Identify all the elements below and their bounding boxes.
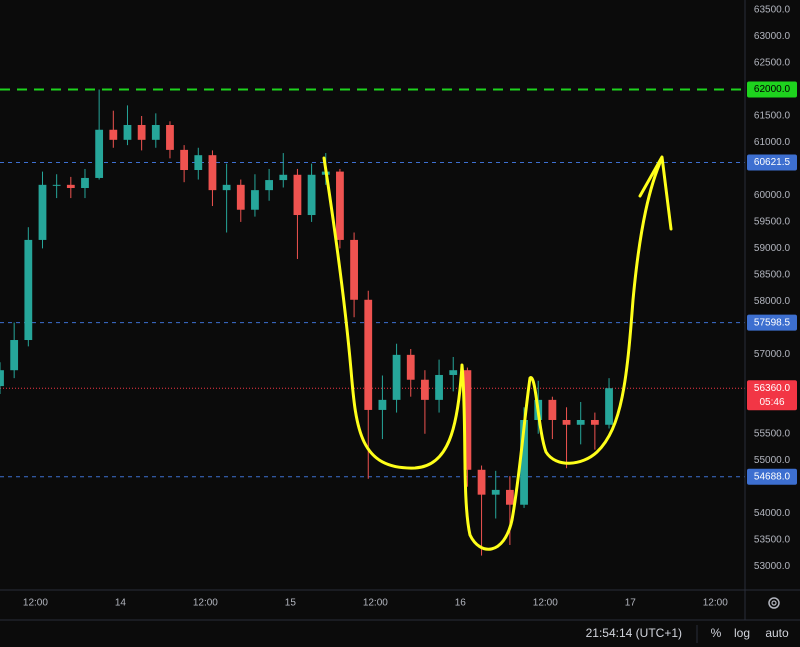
- candle-body: [491, 489, 500, 495]
- candle-body: [123, 124, 132, 140]
- x-tick-label: 12:00: [363, 598, 388, 609]
- candle-body: [279, 174, 288, 181]
- clock: 21:54:14 (UTC+1): [586, 626, 682, 640]
- candle-body: [151, 124, 160, 140]
- level-label-bg: [747, 314, 797, 331]
- candle-body: [95, 129, 104, 178]
- candle-body: [38, 184, 47, 240]
- candle-body: [449, 370, 458, 375]
- y-tick-label: 59500.0: [754, 217, 791, 228]
- y-tick-label: 63000.0: [754, 31, 791, 42]
- x-tick-label: 12:00: [193, 598, 218, 609]
- candle-body: [605, 388, 613, 425]
- candle-body: [0, 370, 4, 387]
- x-tick-label: 12:00: [23, 598, 48, 609]
- x-tick-label: 15: [285, 598, 297, 609]
- candle-body: [222, 184, 231, 191]
- candle-body: [66, 184, 75, 189]
- y-tick-label: 53500.0: [754, 534, 791, 545]
- log-button[interactable]: log: [734, 626, 750, 640]
- candle-body: [421, 379, 429, 400]
- gear-hole[interactable]: [771, 600, 777, 606]
- candle-body: [52, 184, 61, 186]
- candle-body: [336, 171, 344, 240]
- y-tick-label: 59000.0: [754, 243, 791, 254]
- candle-body: [435, 374, 443, 400]
- candle-body: [208, 155, 217, 191]
- y-tick-label: 61000.0: [754, 137, 791, 148]
- candle-body: [265, 180, 274, 191]
- candle-body: [180, 149, 189, 171]
- settings-icon[interactable]: [768, 597, 780, 609]
- y-tick-label: 58500.0: [754, 270, 791, 281]
- y-tick-label: 63500.0: [754, 5, 791, 16]
- candle-body: [463, 370, 472, 470]
- candle-body: [576, 419, 585, 425]
- x-tick-label: 12:00: [533, 598, 558, 609]
- y-tick-label: 60000.0: [754, 190, 791, 201]
- candle-body: [378, 399, 387, 410]
- last-price-label: 56360.0: [754, 383, 791, 394]
- candle-body: [293, 174, 302, 216]
- candle-body: [406, 354, 415, 380]
- candle-body: [10, 340, 19, 371]
- y-tick-label: 55000.0: [754, 455, 791, 466]
- candle-body: [24, 239, 33, 341]
- auto-button[interactable]: auto: [765, 626, 789, 640]
- level-label-bg: [747, 81, 797, 98]
- level-label-bg: [747, 468, 797, 485]
- level-label: 60621.5: [754, 157, 791, 168]
- y-tick-label: 58000.0: [754, 296, 791, 307]
- y-tick-label: 62500.0: [754, 58, 791, 69]
- freehand-arrow: [638, 155, 673, 231]
- candle-body: [109, 129, 118, 140]
- plot-area: [0, 88, 745, 556]
- candle-body: [590, 419, 599, 425]
- percent-button[interactable]: %: [711, 626, 722, 640]
- level-label: 54688.0: [754, 471, 791, 482]
- candle-body: [562, 419, 571, 425]
- y-tick-label: 55500.0: [754, 428, 791, 439]
- level-label-bg: [747, 154, 797, 171]
- level-label: 57598.5: [754, 317, 791, 328]
- candle-body: [548, 399, 557, 420]
- candle-body: [477, 469, 486, 495]
- y-tick-label: 61500.0: [754, 111, 791, 122]
- candle-body: [364, 299, 373, 410]
- candle-body: [350, 239, 358, 300]
- candle-body: [505, 489, 514, 505]
- x-tick-label: 14: [115, 598, 127, 609]
- level-label: 62000.0: [754, 84, 791, 95]
- candle-body: [520, 419, 528, 505]
- candle-body: [307, 174, 316, 216]
- y-tick-label: 57000.0: [754, 349, 791, 360]
- status-bar: 21:54:14 (UTC+1) % log auto: [586, 625, 789, 643]
- gear[interactable]: [768, 597, 780, 609]
- candle-body: [81, 177, 89, 189]
- candle-body: [236, 184, 245, 210]
- candle-body: [166, 124, 174, 150]
- x-tick-label: 12:00: [703, 598, 728, 609]
- freehand-drawing: [322, 156, 664, 551]
- last-price-bg: [747, 380, 797, 411]
- price-axis: 53000.053500.054000.055000.055500.056000…: [747, 5, 797, 572]
- candle-body: [137, 124, 146, 140]
- candle-body: [251, 190, 259, 210]
- y-tick-label: 53000.0: [754, 561, 791, 572]
- y-tick-label: 54000.0: [754, 508, 791, 519]
- x-tick-label: 17: [625, 598, 637, 609]
- candle-body: [392, 354, 401, 400]
- candle-body: [194, 155, 203, 171]
- x-tick-label: 16: [455, 598, 467, 609]
- countdown-label: 05:46: [759, 397, 784, 408]
